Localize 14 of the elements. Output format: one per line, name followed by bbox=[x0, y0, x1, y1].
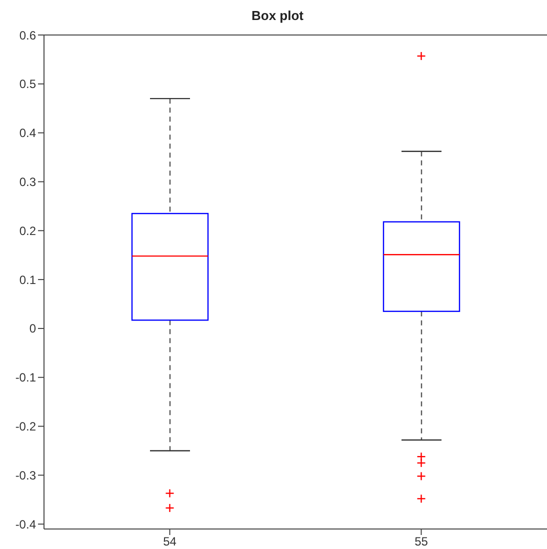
y-tick-label: 0.3 bbox=[19, 174, 36, 189]
x-tick-label: 54 bbox=[163, 534, 177, 549]
y-tick-label: -0.1 bbox=[15, 370, 36, 385]
y-tick-label: -0.2 bbox=[15, 420, 36, 434]
y-tick-label: 0.4 bbox=[19, 126, 36, 140]
y-tick-label: 0.1 bbox=[19, 272, 36, 287]
y-tick-label: 0.2 bbox=[19, 224, 36, 238]
chart-title: Box plot bbox=[250, 8, 304, 24]
y-tick-label: 0 bbox=[29, 322, 36, 336]
y-tick-label: -0.4 bbox=[15, 517, 36, 532]
y-tick-label: 0.5 bbox=[19, 77, 36, 92]
y-tick-label: 0.6 bbox=[19, 28, 36, 42]
x-tick-label: 55 bbox=[414, 534, 428, 549]
y-tick-label: -0.3 bbox=[15, 468, 36, 482]
